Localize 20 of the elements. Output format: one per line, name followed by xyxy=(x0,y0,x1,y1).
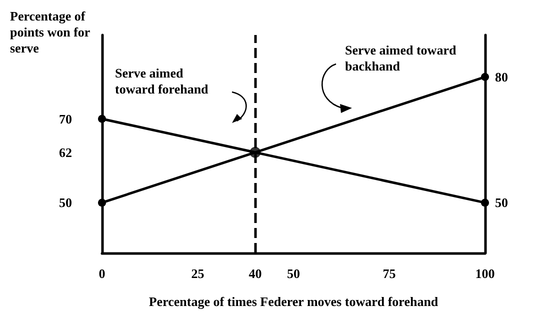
x-axis-title: Percentage of times Federer moves toward forehand xyxy=(148,294,439,309)
x-tick-label: 100 xyxy=(475,266,495,281)
y-tick-label: 70 xyxy=(59,111,72,126)
x-tick-label: 75 xyxy=(382,266,396,281)
point xyxy=(481,198,489,207)
y-tick-label: 50 xyxy=(59,195,72,210)
point xyxy=(98,198,106,207)
x-tick-label: 25 xyxy=(191,266,205,281)
y2-tick-label: 80 xyxy=(495,69,508,84)
series-label: Serve aimed toward backhand xyxy=(345,42,460,74)
point xyxy=(481,72,489,81)
y-axis-title: Percentage of points won for serve xyxy=(10,8,94,56)
y-tick-label: 62 xyxy=(59,144,72,160)
x-tick-label: 40 xyxy=(248,266,262,281)
point xyxy=(98,114,106,123)
point xyxy=(250,146,261,158)
y2-tick-label: 50 xyxy=(495,195,508,210)
x-tick-label: 50 xyxy=(287,266,300,281)
x-tick-label: 0 xyxy=(98,266,106,281)
series-label: Serve aimed toward forehand xyxy=(115,66,210,96)
